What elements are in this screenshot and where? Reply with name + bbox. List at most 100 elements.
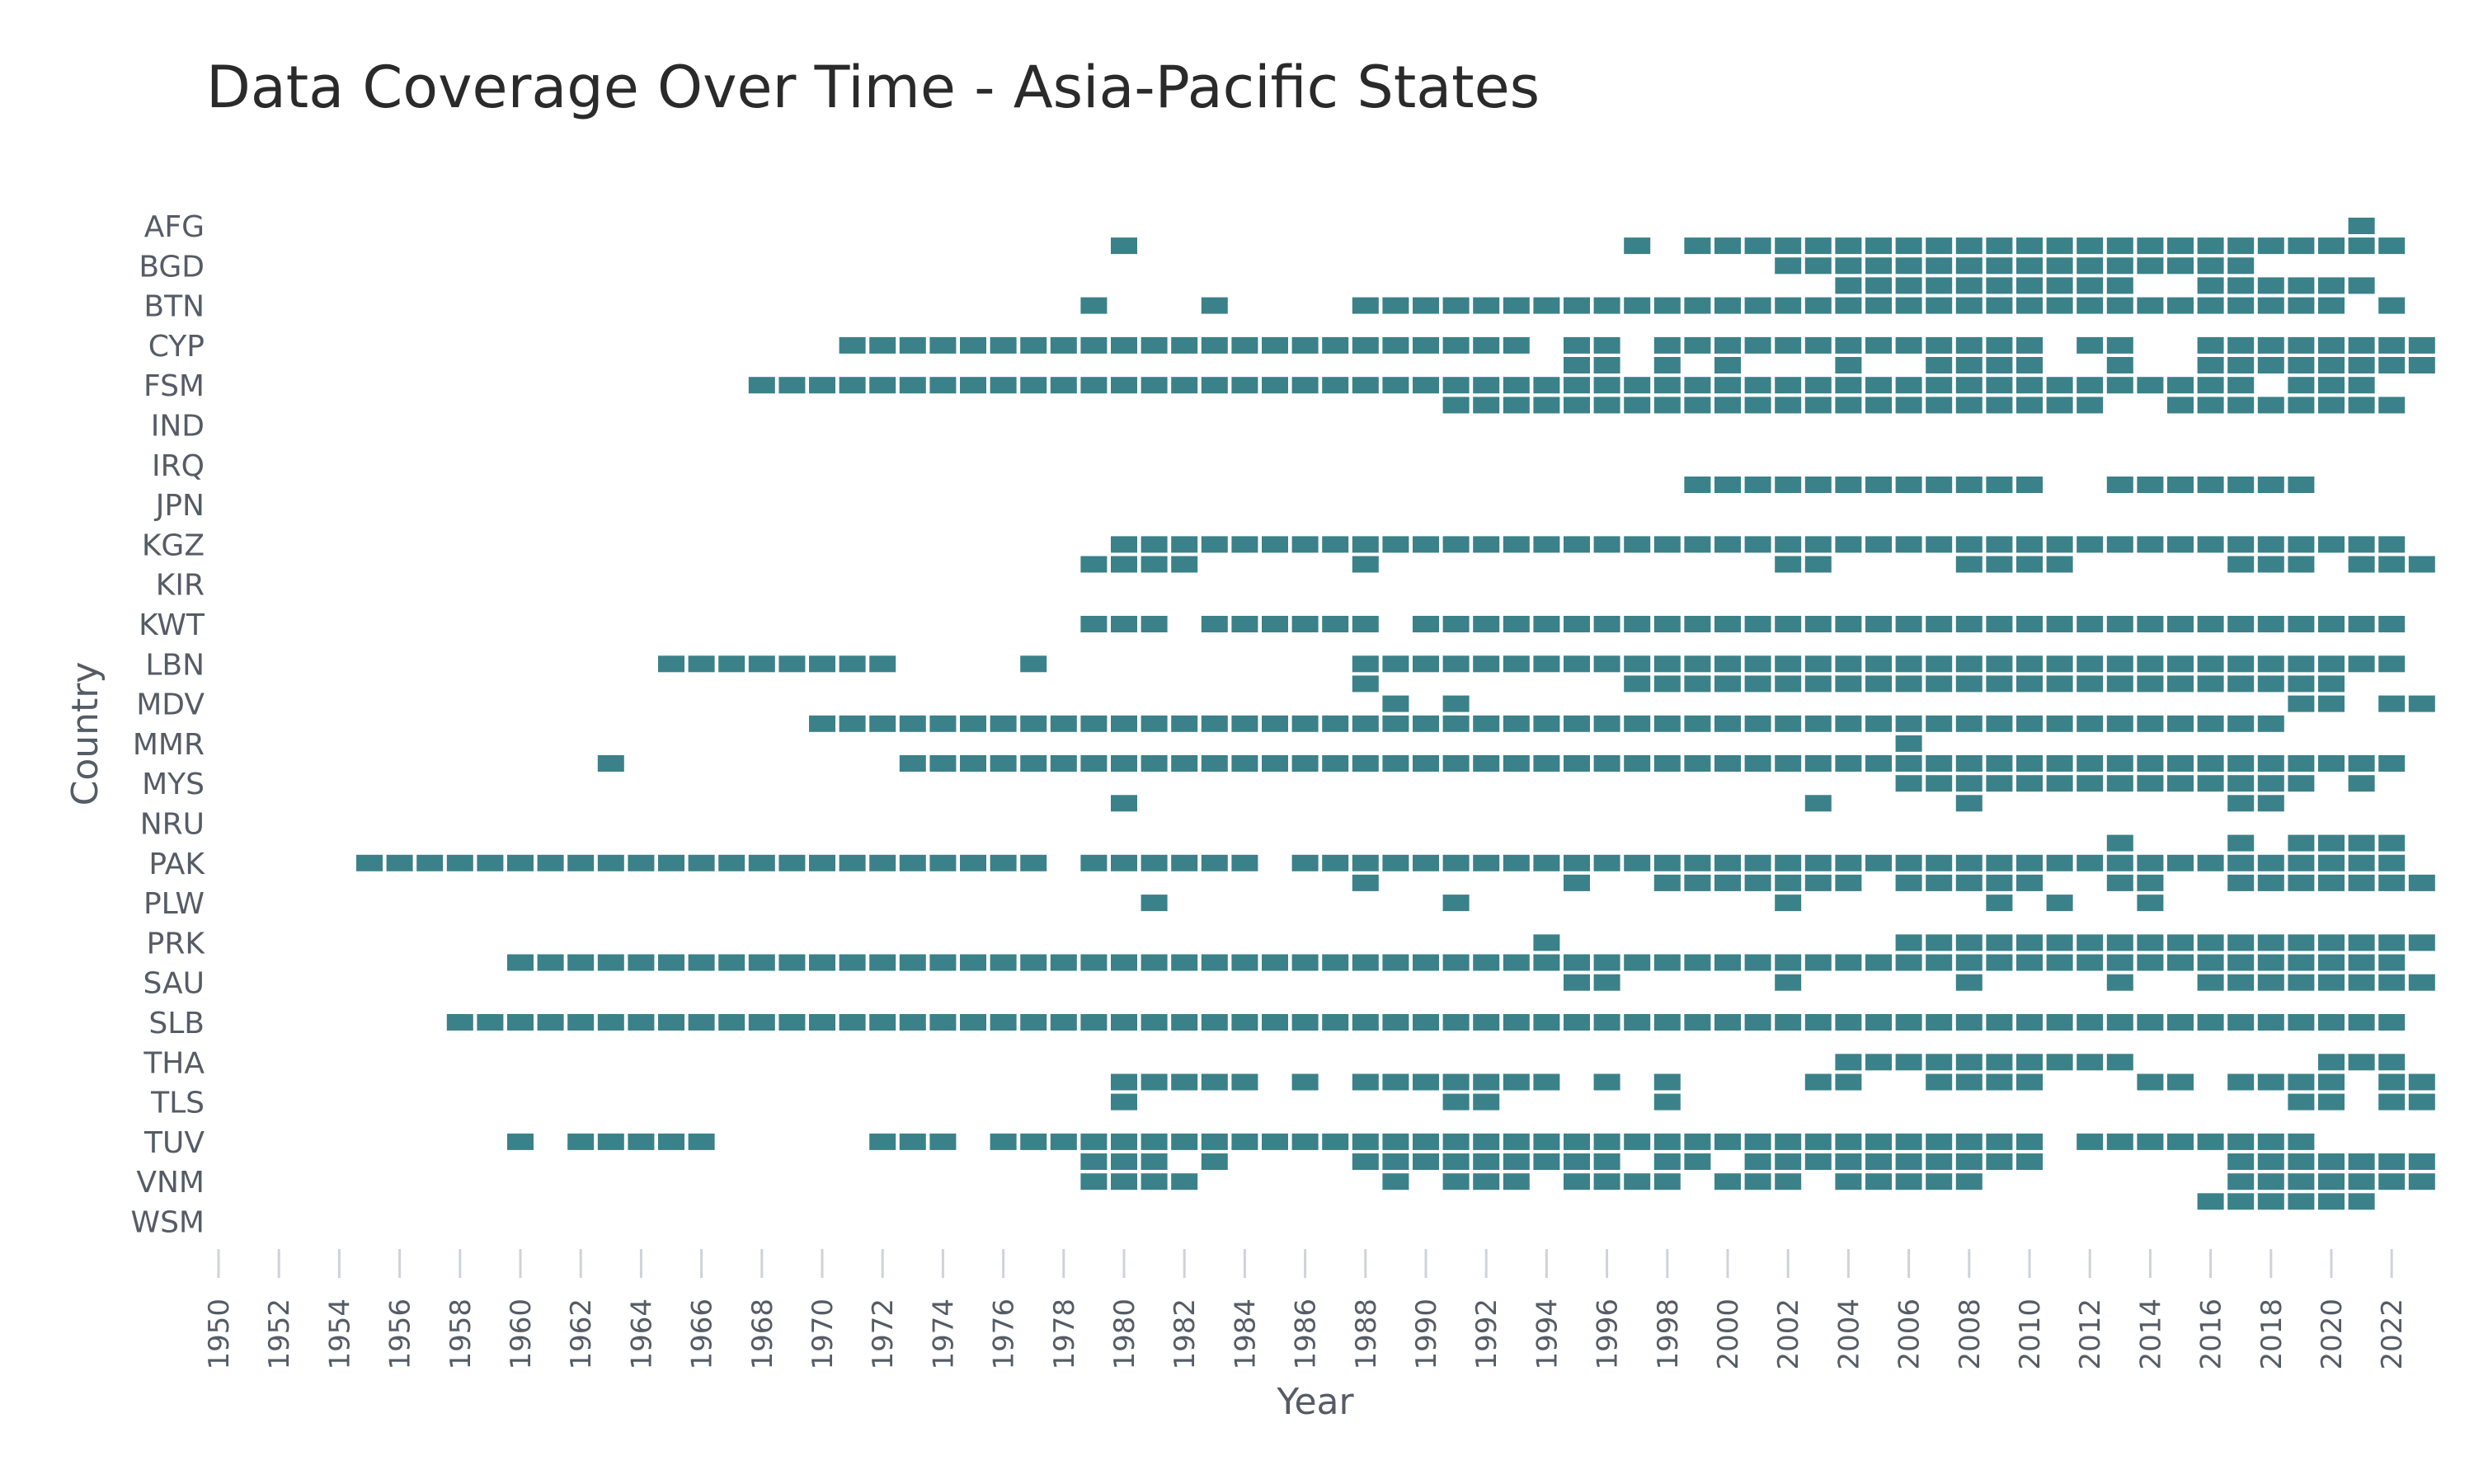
heatmap-cell [1714,854,1741,871]
heatmap-cell [2318,1093,2345,1111]
heatmap-cell [416,854,444,871]
heatmap-cell [2016,655,2043,673]
heatmap-cell [2408,336,2435,354]
heatmap-cell [1231,336,1258,354]
heatmap-cell [1503,755,1530,772]
heatmap-cell [1653,755,1681,772]
heatmap-cell [1111,616,1137,632]
heatmap-cell [2106,277,2133,294]
heatmap-cell [1714,536,1741,553]
heatmap-cell [990,377,1017,394]
heatmap-cell [1653,1173,1681,1190]
y-tick-label: IRQ [152,449,205,483]
heatmap-cell [1352,297,1379,314]
heatmap-cell [2227,357,2255,373]
heatmap-cell [1895,297,1922,314]
heatmap-cell [1835,874,1862,891]
heatmap-cell [1050,755,1077,772]
heatmap-cell [2408,695,2435,712]
heatmap-cell [2318,1054,2345,1071]
heatmap-cell [2167,616,2194,632]
heatmap-cell [1865,954,1892,971]
heatmap-cell [1231,954,1258,971]
heatmap-cell [1744,237,1771,255]
heatmap-cell [1926,357,1953,373]
heatmap-cell [2016,775,2043,792]
x-tick-label: 1954 [323,1298,356,1370]
heatmap-cell [2106,974,2133,991]
heatmap-cell [1413,1014,1439,1031]
heatmap-cell [1593,1073,1620,1091]
heatmap-cell [1322,616,1349,632]
heatmap-cell [2348,1014,2375,1031]
heatmap-cell [1413,1133,1439,1150]
heatmap-cell [1503,1014,1530,1031]
heatmap-cell [1291,377,1319,394]
heatmap-cell [2137,675,2164,693]
heatmap-cell [2257,357,2284,373]
heatmap-cell [1322,715,1349,732]
heatmap-cell [1744,1133,1771,1150]
heatmap-cell [1382,377,1409,394]
heatmap-cell [1804,755,1832,772]
heatmap-cell [1955,1133,1982,1150]
heatmap-cell [1382,1073,1409,1091]
heatmap-cell [2288,1173,2315,1190]
y-tick-label: PLW [143,887,205,921]
heatmap-cell [960,377,986,394]
heatmap-cell [2197,755,2224,772]
heatmap-cell [1141,1173,1168,1190]
heatmap-cell [1895,854,1922,871]
heatmap-cell [869,336,896,354]
heatmap-cell [1352,536,1379,553]
heatmap-cell [1080,556,1108,573]
heatmap-cell [2106,655,2133,673]
heatmap-cell [1926,257,1953,275]
heatmap-cell [1895,1153,1922,1170]
y-tick-label: SAU [143,967,205,1001]
heatmap-cell [1050,1133,1077,1150]
heatmap-cell [1382,655,1409,673]
heatmap-cell [809,854,835,871]
heatmap-cell [1955,1014,1982,1031]
heatmap-cell [2227,536,2255,553]
x-tick-label: 2020 [2316,1298,2349,1370]
heatmap-cell [658,854,684,871]
heatmap-cell [2227,934,2255,951]
heatmap-cell [1624,1014,1651,1031]
heatmap-cell [1926,1153,1953,1170]
heatmap-cell [567,1133,595,1150]
heatmap-cell [1624,1133,1651,1150]
heatmap-cell [1865,1054,1892,1071]
heatmap-cell [2257,715,2284,732]
heatmap-cell [1804,1153,1832,1170]
y-tick-label: KGZ [142,528,205,562]
heatmap-cell [1020,1014,1047,1031]
heatmap-cell [1291,616,1319,632]
heatmap-cell [1986,1054,2013,1071]
heatmap-cell [1111,1173,1137,1190]
heatmap-cell [1804,556,1832,573]
heatmap-cell [2016,874,2043,891]
heatmap-cell [1926,536,1953,553]
heatmap-cell [1684,1153,1711,1170]
heatmap-cell [1986,336,2013,354]
heatmap-cell [2348,397,2375,414]
heatmap-cell [2106,477,2133,493]
heatmap-cell [2378,934,2406,951]
heatmap-cell [1352,1014,1379,1031]
heatmap-cell [1714,1133,1741,1150]
heatmap-cell [1171,854,1198,871]
y-tick-label: CYP [148,330,205,364]
heatmap-cell [1653,715,1681,732]
heatmap-cell [1986,954,2013,971]
heatmap-cell [1141,755,1168,772]
heatmap-cell [1744,755,1771,772]
heatmap-cell [1111,954,1137,971]
heatmap-cell [1050,954,1077,971]
heatmap-cell [2318,1014,2345,1031]
heatmap-cell [2197,934,2224,951]
heatmap-cell [1413,715,1439,732]
heatmap-cell [1986,237,2013,255]
